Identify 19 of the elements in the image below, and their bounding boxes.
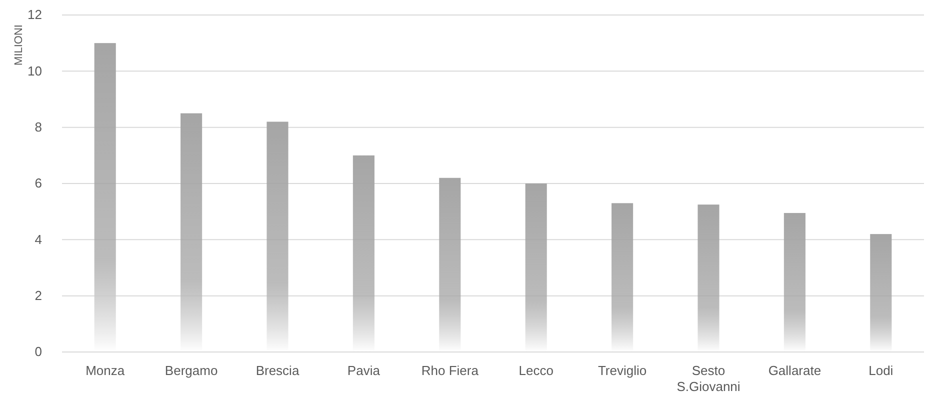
y-tick-label: 6 bbox=[34, 176, 42, 191]
y-tick-label: 4 bbox=[34, 232, 42, 247]
y-tick-label: 8 bbox=[34, 119, 42, 134]
y-tick-label: 2 bbox=[34, 288, 42, 303]
x-tick-label: Rho Fiera bbox=[421, 363, 480, 378]
y-axis-title: MILIONI bbox=[13, 24, 25, 66]
x-tick-label: Pavia bbox=[347, 363, 381, 378]
y-tick-label: 0 bbox=[34, 344, 42, 360]
x-tick-label: Monza bbox=[86, 363, 126, 378]
x-tick-label: Lodi bbox=[868, 363, 894, 378]
x-tick-label: Bergamo bbox=[164, 363, 218, 378]
x-tick-label: Treviglio bbox=[598, 363, 647, 378]
bar bbox=[870, 234, 892, 352]
x-tick-label: Brescia bbox=[256, 363, 300, 378]
y-tick-label: 10 bbox=[28, 63, 42, 78]
x-tick-label: Sesto S.Giovanni bbox=[676, 363, 740, 394]
y-tick-label: 12 bbox=[28, 7, 42, 22]
x-tick-label: Gallarate bbox=[768, 363, 822, 378]
x-tick-label: Lecco bbox=[518, 363, 554, 378]
